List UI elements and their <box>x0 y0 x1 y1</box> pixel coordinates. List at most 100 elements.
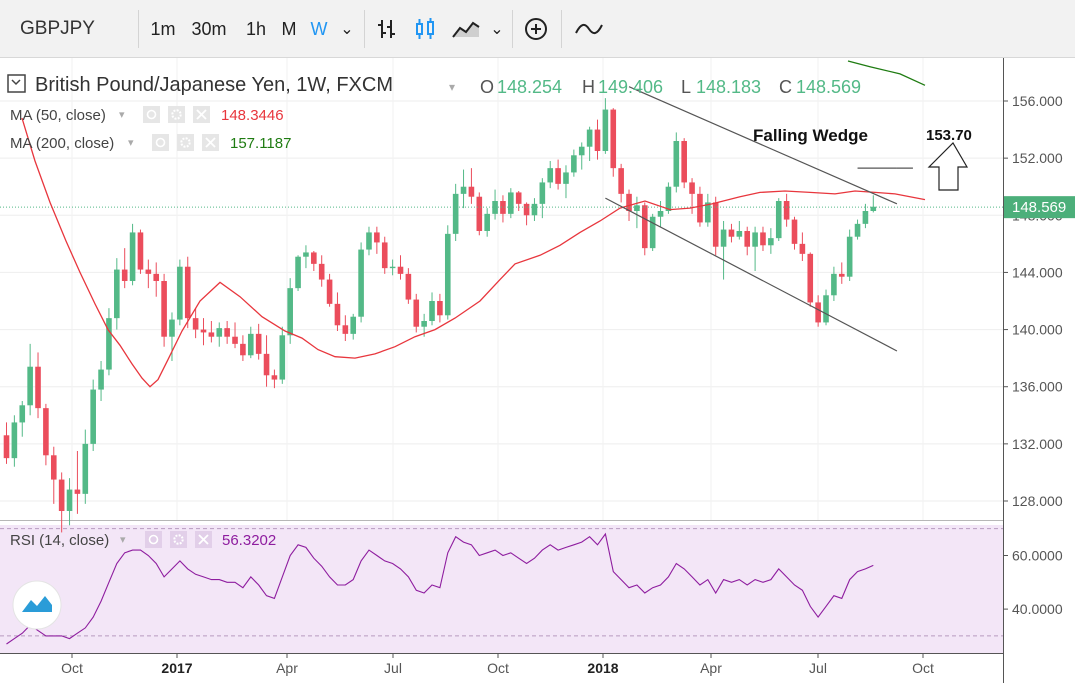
candle-body <box>563 172 569 184</box>
chart-style-dropdown-button[interactable]: ⌄ <box>487 0 507 58</box>
candle-down <box>326 273 333 307</box>
candle-down <box>728 223 735 243</box>
interval-week-button[interactable]: W <box>306 0 332 58</box>
interval-dropdown-button[interactable]: ⌄ <box>336 0 358 58</box>
candles-layer <box>0 98 1003 533</box>
candle-up <box>547 161 554 189</box>
series-title: British Pound/Japanese Yen, 1W, FXCM <box>35 74 393 96</box>
candle-up <box>736 221 743 240</box>
candle-body <box>539 182 546 204</box>
candle-body <box>744 231 751 247</box>
candle-body <box>3 435 10 459</box>
candle-body <box>342 325 349 334</box>
candle-down <box>405 268 412 304</box>
interval-1h-button[interactable]: 1h <box>238 0 274 58</box>
ma200-visibility-icon[interactable] <box>152 134 169 151</box>
candle-body <box>831 273 837 296</box>
candle-body <box>11 422 18 459</box>
candle-body <box>58 479 65 511</box>
symbol-search-button[interactable]: GBPJPY <box>8 0 136 58</box>
bar-style-button[interactable] <box>370 0 404 58</box>
candle-up <box>870 195 877 213</box>
ma50-visibility-icon[interactable] <box>143 106 160 123</box>
ma50-settings-icon[interactable] <box>168 106 185 123</box>
candle-up <box>508 188 514 219</box>
legend: British Pound/Japanese Yen, 1W, FXCM ▾ O… <box>7 74 861 549</box>
add-indicator-button[interactable] <box>518 0 554 58</box>
interval-30m-button[interactable]: 30m <box>186 0 232 58</box>
rsi-label: RSI (14, close) <box>10 532 109 549</box>
candle-body <box>177 266 183 320</box>
candle-up <box>539 178 546 219</box>
rsi-settings-icon[interactable] <box>170 531 187 548</box>
candle-body <box>169 319 175 337</box>
candle-up <box>98 361 104 401</box>
rsi-visibility-icon[interactable] <box>145 531 162 548</box>
candle-down <box>137 229 144 274</box>
close-icon <box>198 534 209 545</box>
ma200-settings-icon[interactable] <box>177 134 194 151</box>
candle-down <box>263 335 270 387</box>
candle-body <box>129 232 136 281</box>
candle-down <box>74 451 81 514</box>
toolbar-divider <box>512 10 513 48</box>
candle-body <box>586 129 593 147</box>
candle-body <box>523 203 530 216</box>
candle-body <box>460 186 467 194</box>
rsi-axis: 40.0000 60.0000 <box>1003 547 1063 617</box>
candle-body <box>311 252 317 264</box>
rsi-tick-label: 60.0000 <box>1012 547 1063 563</box>
ma50-line <box>21 117 926 388</box>
candle-up <box>563 165 569 199</box>
ma200-line <box>847 60 926 86</box>
wedge-upper <box>628 86 898 205</box>
candle-down <box>240 335 246 361</box>
candle-body <box>216 328 223 337</box>
compare-button[interactable] <box>568 0 610 58</box>
ma50-menu-icon[interactable]: ▾ <box>119 109 125 121</box>
collapse-legend-icon[interactable] <box>7 74 26 93</box>
candle-up <box>90 379 96 451</box>
candle-body <box>476 196 483 231</box>
ma200-menu-icon[interactable]: ▾ <box>128 137 134 149</box>
candle-up <box>705 193 711 227</box>
candle-body <box>681 141 687 183</box>
candle-down <box>397 255 404 280</box>
candle-body <box>27 366 33 406</box>
candle-up <box>82 429 89 504</box>
candle-body <box>649 216 656 249</box>
chevron-down-icon: ⌄ <box>490 21 504 38</box>
candle-up <box>752 226 758 271</box>
ma200-label: MA (200, close) <box>10 135 114 152</box>
candle-down <box>58 472 65 533</box>
interval-label: 1m <box>150 18 176 39</box>
y-tick-label: 136.000 <box>1012 379 1063 395</box>
candle-up <box>216 322 223 347</box>
candle-body <box>610 109 617 169</box>
candle-body <box>634 205 640 211</box>
chart-canvas[interactable]: 128.000132.000136.000140.000144.000148.0… <box>0 58 1075 683</box>
candle-up <box>66 478 73 526</box>
series-menu-icon[interactable]: ▾ <box>449 80 455 94</box>
interval-1m-button[interactable]: 1m <box>145 0 181 58</box>
candle-up <box>129 223 136 286</box>
candle-down <box>555 159 561 190</box>
candle-body <box>106 318 112 370</box>
candle-style-button[interactable] <box>408 0 442 58</box>
rsi-menu-icon[interactable]: ▾ <box>120 534 126 546</box>
x-tick-label: 2018 <box>587 660 618 676</box>
candle-down <box>381 236 388 274</box>
tradingview-logo-icon <box>22 596 52 612</box>
candle-down <box>43 403 49 466</box>
gear-icon <box>173 534 184 545</box>
interval-month-button[interactable]: M <box>276 0 302 58</box>
candle-down <box>807 252 814 307</box>
last-price-marker: 148.569 <box>1004 196 1075 219</box>
area-style-button[interactable] <box>446 0 486 58</box>
candle-up <box>358 242 364 323</box>
candle-body <box>255 333 262 354</box>
target-label: 153.70 <box>926 127 972 144</box>
candle-up <box>578 142 585 170</box>
tradingview-logo[interactable] <box>12 580 62 630</box>
toolbar-divider <box>561 10 562 48</box>
